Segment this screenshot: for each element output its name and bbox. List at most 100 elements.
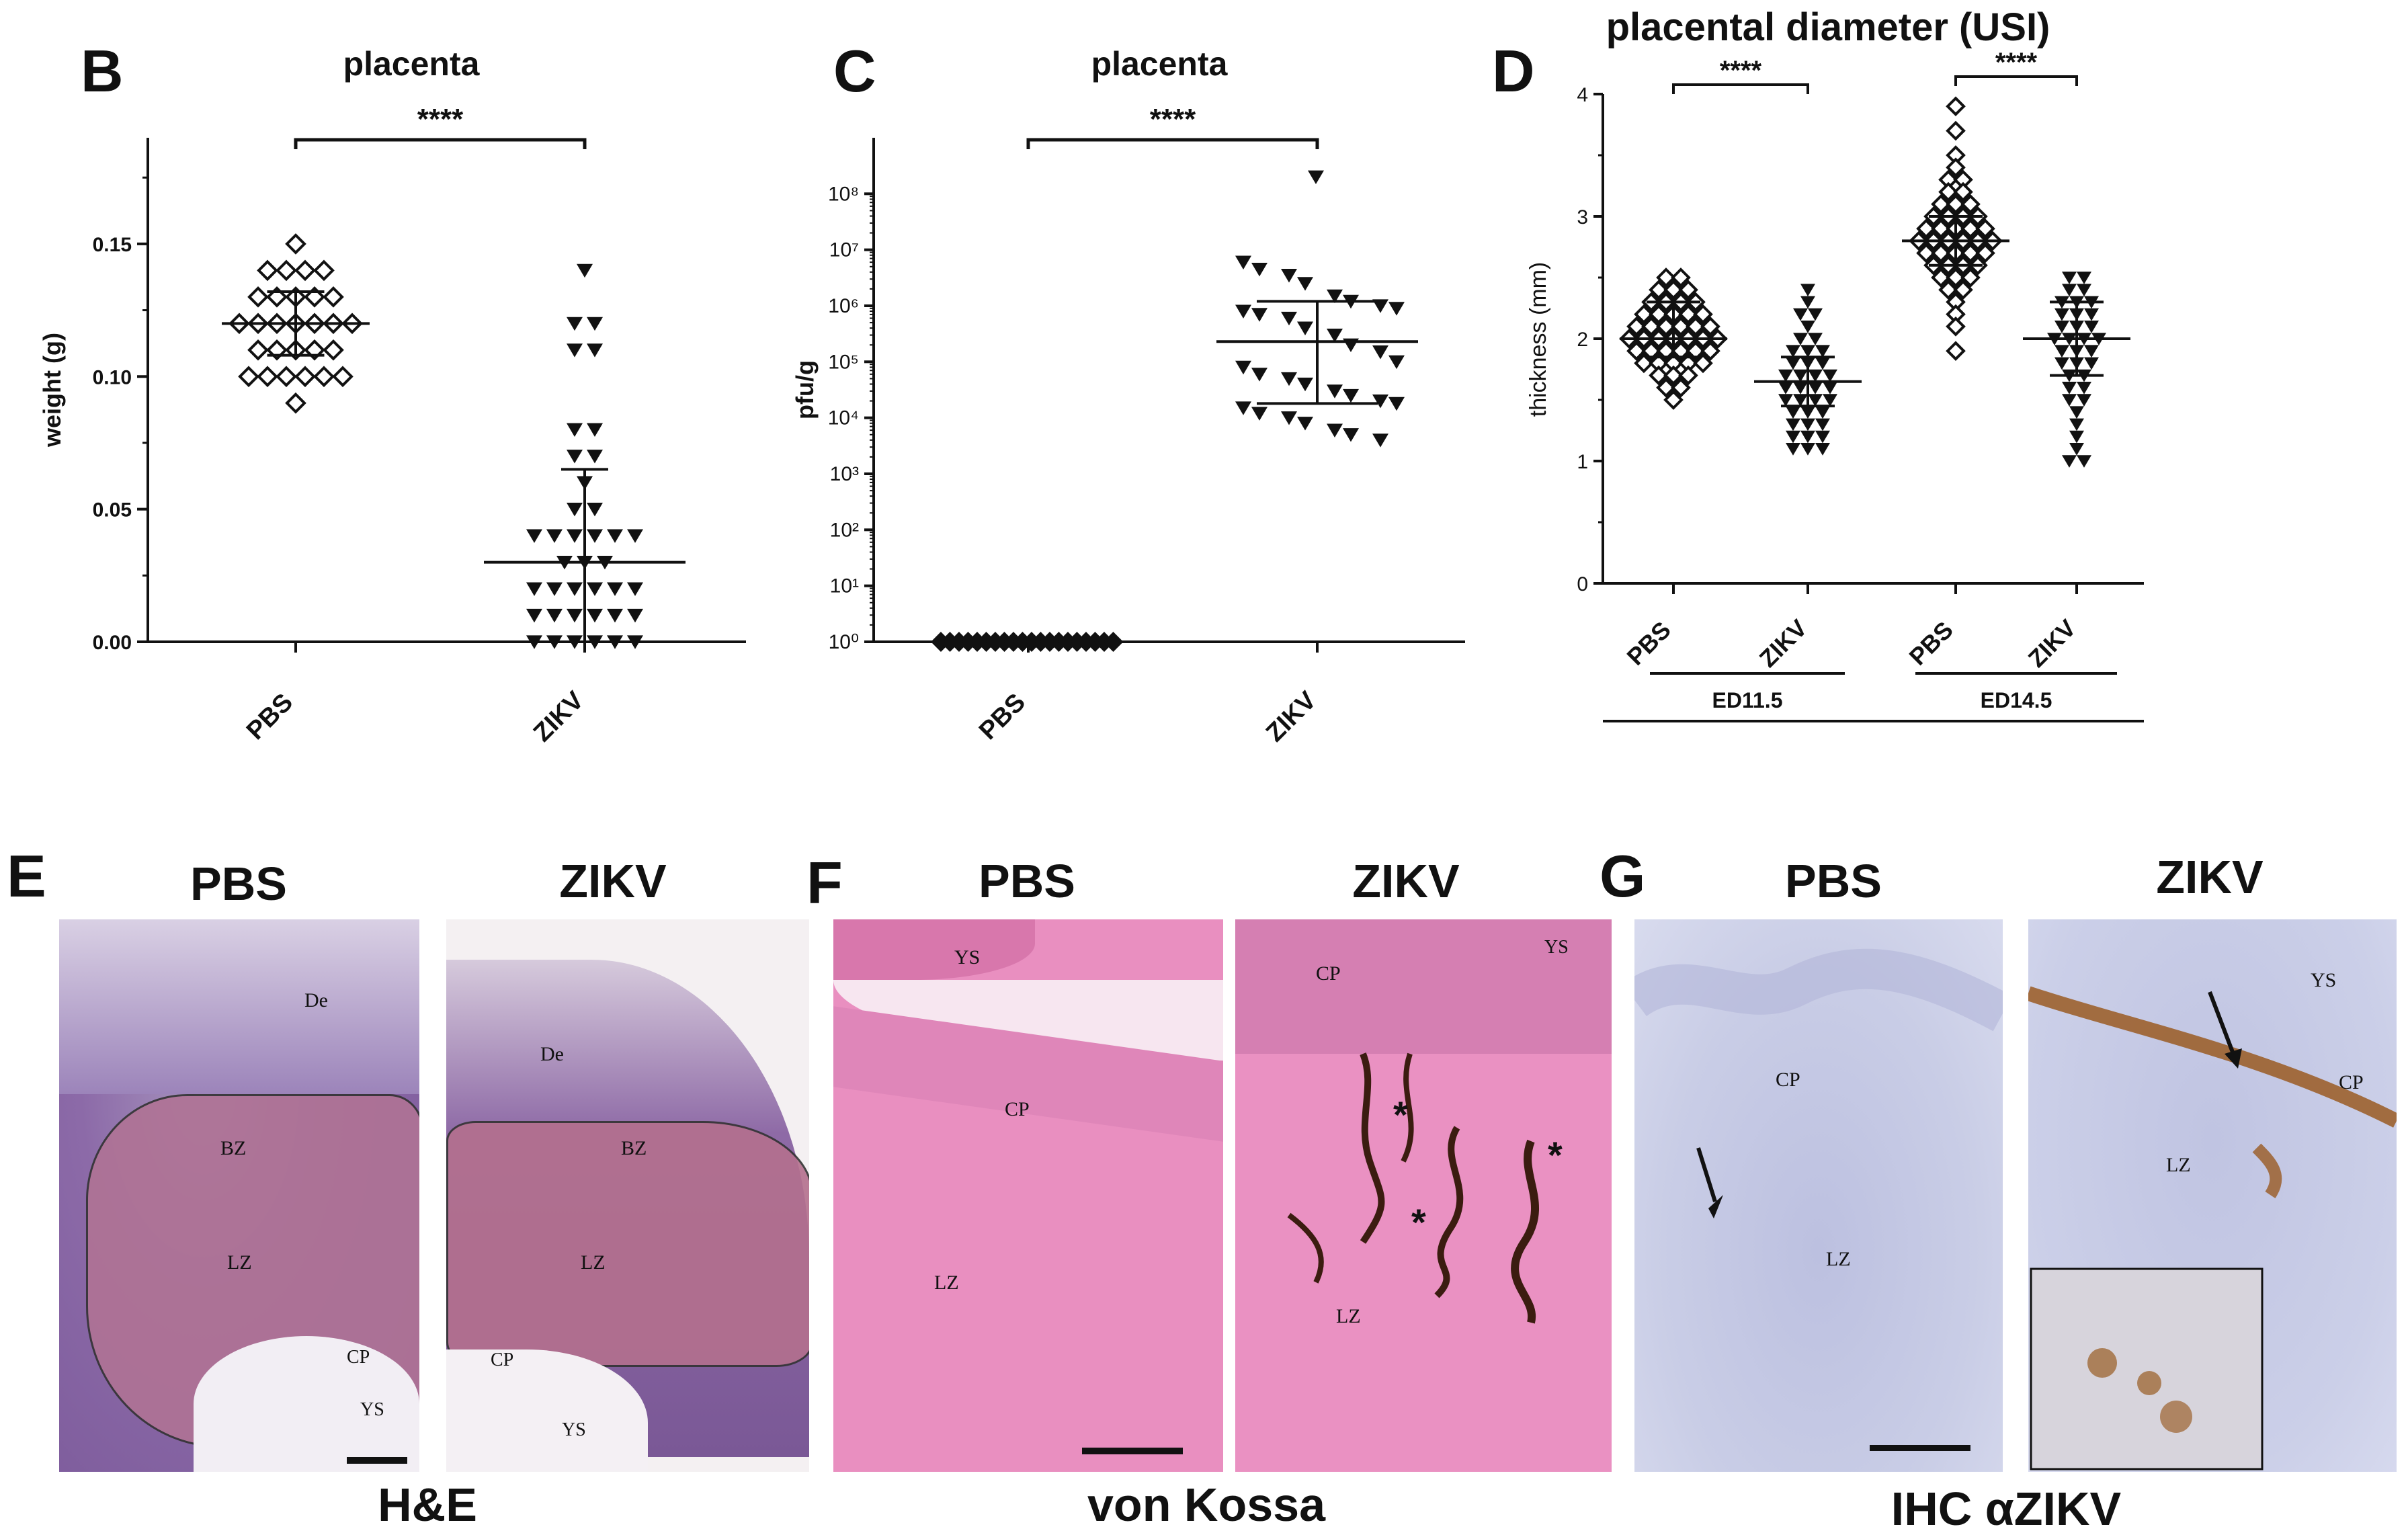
chart-d-point-0 (1678, 280, 1698, 300)
chart-c-point-zikv (1281, 372, 1297, 386)
chart-b-point-zikv (567, 503, 583, 517)
chart-d-point-0 (1656, 316, 1676, 337)
scale-bar (1082, 1448, 1183, 1454)
chart-d-point-2 (1953, 181, 1973, 202)
chart-d-point-2 (1960, 218, 1981, 239)
chart-d-point-0 (1678, 304, 1698, 325)
chart-b-point-zikv (587, 317, 603, 331)
arrow-head-icon (2225, 1048, 2242, 1069)
chart-c-point-zikv (1235, 255, 1251, 269)
chart-d-y-tick-label: 0 (1577, 573, 1588, 595)
e-zikv-label-bz: BZ (621, 1137, 647, 1159)
chart-d-point-1 (1815, 345, 1830, 358)
chart-d-y-axis-label: thickness (mm) (1526, 262, 1551, 417)
chart-c-point-zikv (1327, 423, 1343, 438)
chart-c-y-tick-label: 10⁷ (829, 239, 859, 261)
e-pbs-label-de: De (304, 989, 328, 1011)
chart-d-point-3 (2062, 382, 2077, 394)
chart-d-point-1 (1800, 321, 1815, 333)
chart-d-point-1 (1778, 369, 1793, 382)
chart-d-point-1 (1815, 357, 1830, 370)
chart-d-point-1 (1793, 369, 1808, 382)
chart-d-point-2 (1931, 194, 1951, 214)
e-pbs-label-cp: CP (347, 1347, 370, 1368)
panel-e-header-zikv: ZIKV (559, 855, 667, 907)
g-pbs-label-lz: LZ (1826, 1248, 1851, 1270)
stain-label-he: H&E (378, 1479, 477, 1531)
chart-d-point-3 (2062, 272, 2077, 284)
chart-d-point-2 (1946, 96, 1966, 117)
chart-b-point-zikv (607, 582, 623, 596)
f-zikv-top-tissue (1235, 919, 1612, 1054)
chart-b-point-zikv (577, 263, 593, 278)
panel-g-header-zikv: ZIKV (2156, 851, 2264, 903)
chart-c-point-zikv (1327, 289, 1343, 304)
g-zikv-label-lz: LZ (2166, 1154, 2191, 1176)
chart-d-point-1 (1786, 443, 1800, 456)
panel-label-b: B (81, 38, 124, 104)
chart-d-point-3 (2077, 382, 2091, 394)
chart-c-point-zikv (1343, 388, 1359, 403)
chart-c-point-zikv (1327, 328, 1343, 343)
chart-b-point-zikv (546, 635, 563, 649)
chart-d-point-2 (1931, 243, 1951, 263)
f-pbs-label-ys: YS (954, 946, 980, 968)
chart-d-point-1 (1793, 382, 1808, 394)
chart-c-x-tick-label: PBS (974, 688, 1031, 745)
chart-d-point-1 (1786, 345, 1800, 358)
e-pbs-decidua (59, 919, 419, 1094)
chart-b-point-pbs (247, 339, 269, 361)
chart-c-point-zikv (1327, 384, 1343, 399)
f-zikv-label-ys: YS (1544, 937, 1569, 958)
chart-d-point-0 (1641, 316, 1661, 337)
e-pbs-label-bz: BZ (220, 1137, 246, 1159)
chart-d-point-3 (2069, 443, 2084, 456)
chart-b-point-zikv (587, 503, 603, 517)
chart-c-point-zikv (1235, 304, 1251, 319)
f-zikv-asterisk-2: * (1411, 1201, 1426, 1243)
chart-d-point-3 (2077, 272, 2091, 284)
arrow-line (2208, 991, 2235, 1055)
g-pbs-label-cp: CP (1776, 1069, 1800, 1091)
chart-c-point-zikv (1372, 394, 1388, 409)
chart-b-point-zikv (587, 450, 603, 464)
chart-d-point-0 (1700, 316, 1720, 337)
chart-b-point-pbs (294, 259, 316, 282)
panel-e-header-pbs: PBS (190, 858, 287, 910)
chart-d-point-1 (1786, 357, 1800, 370)
chart-c-point-zikv (1251, 368, 1268, 382)
chart-c-y-tick-label: 10³ (830, 463, 859, 485)
chart-b-significance-bracket (294, 138, 587, 149)
chart-d-point-3 (2084, 345, 2099, 358)
chart-b-point-zikv (567, 343, 583, 358)
chart-b-point-pbs (323, 286, 344, 308)
g-zikv-label-ys: YS (2311, 969, 2336, 991)
chart-c-point-zikv (1235, 401, 1251, 415)
chart-d-point-0 (1671, 267, 1691, 288)
chart-d-point-2 (1916, 243, 1936, 263)
chart-c-point-zikv (1372, 433, 1388, 448)
chart-d-point-3 (2084, 321, 2099, 333)
chart-b-point-pbs (257, 259, 278, 282)
chart-d-point-3 (2062, 455, 2077, 468)
chart-d-point-0 (1663, 390, 1684, 410)
chart-b-point-zikv (567, 423, 583, 438)
chart-d-point-1 (1800, 296, 1815, 309)
chart-d-point-3 (2054, 308, 2069, 321)
chart-d-x-tick-label: PBS (1621, 616, 1675, 670)
chart-d-point-1 (1800, 406, 1815, 419)
chart-d-point-1 (1823, 382, 1837, 394)
chart-b-point-pbs (323, 339, 344, 361)
chart-b-point-pbs (247, 286, 269, 308)
chart-d-point-3 (2069, 418, 2084, 431)
chart-c-point-zikv (1388, 355, 1405, 370)
chart-c-significance-bracket (1026, 138, 1319, 149)
chart-c-y-tick-label: 10⁶ (828, 295, 859, 317)
chart-d-point-3 (2084, 308, 2099, 321)
panel-g-header-pbs: PBS (1785, 855, 1882, 907)
chart-b-point-pbs (276, 366, 297, 388)
chart-d-point-2 (1946, 316, 1966, 337)
chart-d-point-1 (1800, 345, 1815, 358)
f-pbs-label-cp: CP (1005, 1098, 1030, 1120)
chart-d-point-1 (1815, 443, 1830, 456)
